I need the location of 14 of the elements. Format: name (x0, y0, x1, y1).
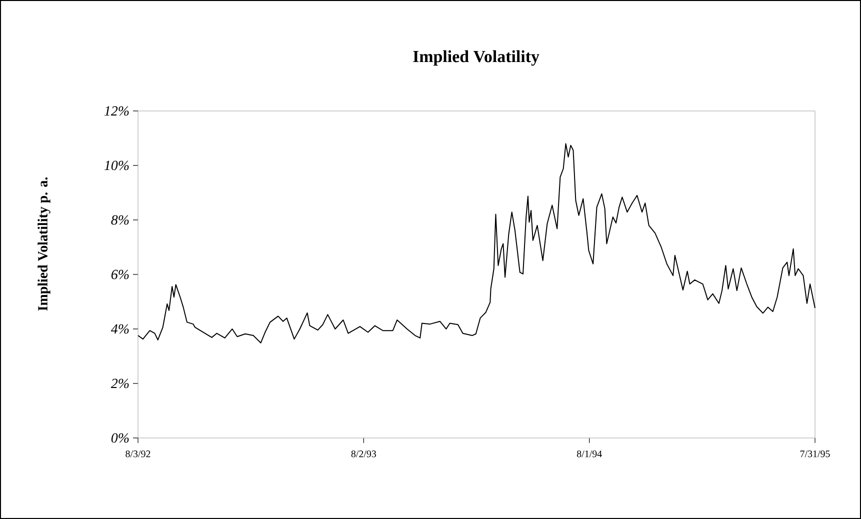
x-tick-label: 7/31/95 (800, 450, 830, 458)
x-tick-label: 8/2/93 (351, 450, 376, 458)
y-axis-title: Implied Volatility p. a. (38, 177, 50, 311)
y-tick-label: 6% (111, 270, 129, 280)
y-tick-label: 10% (104, 160, 129, 170)
x-tick-label: 8/3/92 (126, 450, 150, 458)
y-tick-label: 0% (111, 433, 129, 443)
line-series (138, 143, 816, 344)
y-tick-label: 12% (104, 106, 129, 116)
y-tick-label: 8% (111, 215, 129, 225)
x-tick-label: 8/1/94 (576, 450, 602, 458)
y-tick-label: 2% (110, 378, 129, 388)
y-tick-label: 4% (110, 324, 129, 334)
chart-title: Implied Volatility (413, 50, 540, 66)
